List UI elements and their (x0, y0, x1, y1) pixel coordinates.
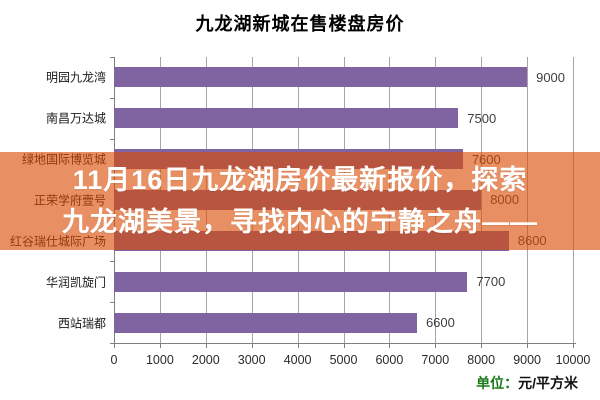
x-axis-tick (389, 343, 391, 348)
x-tick-label: 0 (110, 353, 118, 367)
y-axis-tick (110, 302, 114, 304)
x-tick-label: 8000 (467, 353, 496, 367)
x-tick-label: 9000 (513, 353, 541, 367)
bar (114, 312, 417, 333)
x-tick-label: 10000 (555, 353, 591, 367)
x-tick-label: 7000 (421, 353, 450, 367)
x-axis-tick (481, 343, 483, 348)
x-axis-tick (205, 343, 207, 348)
x-tick-label: 5000 (329, 353, 358, 367)
overlay-banner: 11月16日九龙湖房价最新报价，探索 九龙湖美景，寻找内心的宁静之舟—— (0, 152, 600, 250)
category-label: 南昌万达城 (45, 111, 106, 126)
x-axis-tick (114, 343, 115, 348)
x-tick-label: 6000 (375, 353, 404, 367)
unit-label-prefix: 单位： (476, 375, 519, 391)
category-label: 明园九龙湾 (45, 70, 106, 85)
bar-value-label: 7500 (467, 110, 497, 126)
bar-value-label: 7700 (476, 274, 506, 290)
x-axis-tick (297, 343, 299, 348)
y-axis-tick (110, 97, 114, 99)
bar-row: 7700 (114, 261, 573, 302)
y-axis-tick (110, 138, 114, 140)
bar-value-label: 6600 (425, 315, 455, 331)
bar-row: 6600 (114, 302, 573, 343)
x-tick-label: 4000 (283, 353, 312, 367)
bar (114, 67, 528, 88)
x-axis-line (114, 343, 576, 344)
x-tick-label: 2000 (191, 353, 220, 367)
chart-title: 九龙湖新城在售楼盘房价 (195, 14, 405, 34)
x-axis-tick (159, 343, 161, 348)
y-axis-tick (110, 261, 114, 263)
bar (114, 271, 468, 292)
x-axis-tick (435, 343, 437, 348)
overlay-banner-line-2: 九龙湖美景，寻找内心的宁静之舟—— (62, 207, 538, 237)
bar-row: 9000 (114, 57, 573, 98)
x-axis-tick (527, 343, 529, 348)
bar (114, 108, 459, 129)
overlay-banner-line-1: 11月16日九龙湖房价最新报价，探索 (72, 165, 528, 195)
x-tick-label: 1000 (145, 353, 174, 367)
bar-row: 7500 (114, 98, 573, 139)
x-axis-tick (251, 343, 253, 348)
x-axis-tick (343, 343, 345, 348)
x-axis-tick (573, 343, 574, 348)
bar-value-label: 9000 (536, 69, 566, 85)
y-axis-tick (110, 343, 114, 344)
category-label: 西站瑞都 (57, 316, 106, 331)
unit-label-text: 元/平方米 (518, 375, 578, 391)
y-axis-tick (110, 57, 114, 58)
x-tick-label: 3000 (237, 353, 266, 367)
category-label: 华润凯旋门 (45, 275, 106, 290)
unit-label: 单位：元/平方米 (476, 373, 578, 393)
